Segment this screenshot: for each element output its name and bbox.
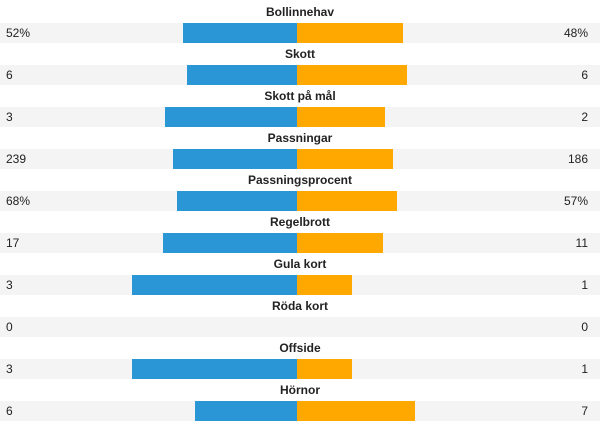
stat-label: Skott på mål bbox=[264, 89, 336, 103]
away-value: 1 bbox=[581, 362, 588, 376]
stat-row-gula-kort: Gula kort 3 1 bbox=[0, 253, 600, 295]
stat-label: Skott bbox=[285, 47, 315, 61]
stat-track: 68% 57% bbox=[0, 191, 600, 211]
away-bar bbox=[297, 191, 398, 211]
stat-row-passningar: Passningar 239 186 bbox=[0, 127, 600, 169]
stat-label: Bollinnehav bbox=[265, 5, 334, 19]
home-value: 6 bbox=[6, 68, 13, 82]
home-value: 0 bbox=[6, 320, 13, 334]
away-value: 0 bbox=[581, 320, 588, 334]
away-bar bbox=[297, 233, 384, 253]
stat-label: Regelbrott bbox=[270, 215, 330, 229]
home-bar bbox=[165, 107, 297, 127]
home-value: 3 bbox=[6, 362, 13, 376]
stat-row-hornor: Hörnor 6 7 bbox=[0, 379, 600, 421]
away-value: 1 bbox=[581, 278, 588, 292]
away-bar bbox=[297, 107, 385, 127]
home-bar bbox=[132, 359, 297, 379]
away-value: 2 bbox=[581, 110, 588, 124]
stat-row-regelbrott: Regelbrott 17 11 bbox=[0, 211, 600, 253]
home-value: 6 bbox=[6, 404, 13, 418]
stat-track: 52% 48% bbox=[0, 23, 600, 43]
home-bar bbox=[187, 65, 297, 85]
away-bar bbox=[297, 401, 416, 421]
home-value: 17 bbox=[6, 236, 20, 250]
stat-label: Passningar bbox=[267, 131, 333, 145]
away-bar bbox=[297, 65, 407, 85]
home-bar bbox=[173, 149, 297, 169]
away-bar bbox=[297, 275, 352, 295]
stat-label: Gula kort bbox=[273, 257, 327, 271]
stat-row-skott-pa-mal: Skott på mål 3 2 bbox=[0, 85, 600, 127]
stat-track: 17 11 bbox=[0, 233, 600, 253]
home-value: 3 bbox=[6, 110, 13, 124]
away-bar bbox=[297, 359, 352, 379]
away-bar bbox=[297, 149, 394, 169]
away-value: 48% bbox=[563, 26, 588, 40]
away-value: 11 bbox=[575, 236, 588, 250]
home-value: 52% bbox=[6, 26, 31, 40]
stat-label: Röda kort bbox=[271, 299, 328, 313]
stat-label: Passningsprocent bbox=[247, 173, 353, 187]
stat-label: Hörnor bbox=[280, 383, 320, 397]
stat-row-passningsprocent: Passningsprocent 68% 57% bbox=[0, 169, 600, 211]
stat-row-skott: Skott 6 6 bbox=[0, 43, 600, 85]
home-value: 3 bbox=[6, 278, 13, 292]
stat-row-bollinnehav: Bollinnehav 52% 48% bbox=[0, 1, 600, 43]
home-value: 68% bbox=[6, 194, 31, 208]
home-bar bbox=[163, 233, 297, 253]
away-value: 57% bbox=[563, 194, 588, 208]
stat-track: 239 186 bbox=[0, 149, 600, 169]
away-value: 186 bbox=[567, 152, 588, 166]
away-bar bbox=[297, 23, 403, 43]
stat-row-offside: Offside 3 1 bbox=[0, 337, 600, 379]
home-bar bbox=[177, 191, 297, 211]
home-bar bbox=[182, 23, 297, 43]
home-value: 239 bbox=[6, 152, 27, 166]
home-bar bbox=[195, 401, 297, 421]
away-value: 6 bbox=[581, 68, 588, 82]
stat-label: Offside bbox=[279, 341, 321, 355]
home-bar bbox=[132, 275, 297, 295]
stat-row-roda-kort: Röda kort 0 0 bbox=[0, 295, 600, 337]
away-value: 7 bbox=[581, 404, 588, 418]
